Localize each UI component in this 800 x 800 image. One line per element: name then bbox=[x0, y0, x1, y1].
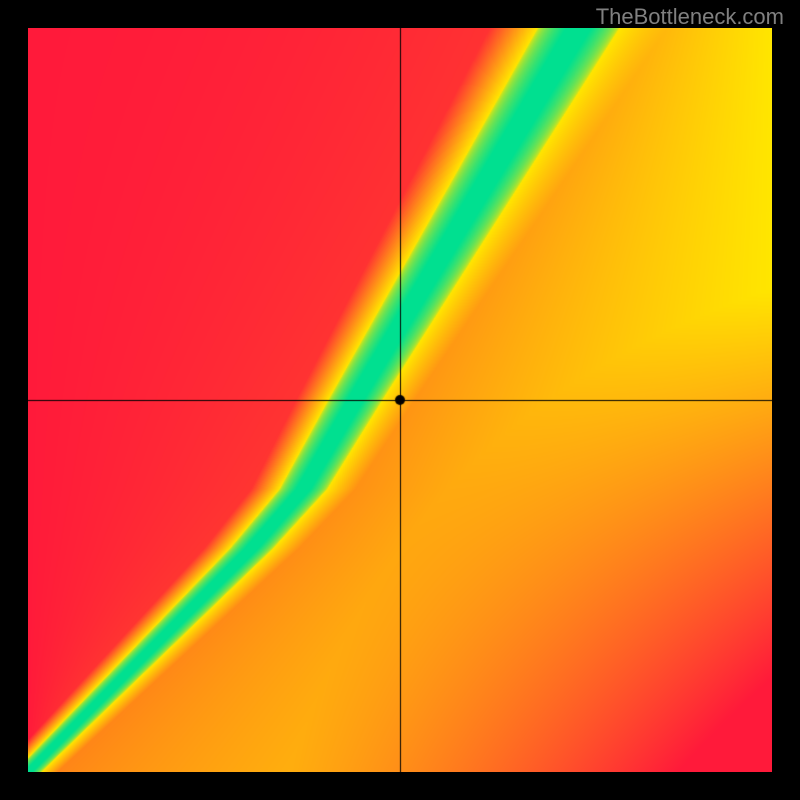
bottleneck-heatmap bbox=[28, 28, 772, 772]
watermark-text: TheBottleneck.com bbox=[596, 4, 784, 30]
heatmap-canvas bbox=[28, 28, 772, 772]
